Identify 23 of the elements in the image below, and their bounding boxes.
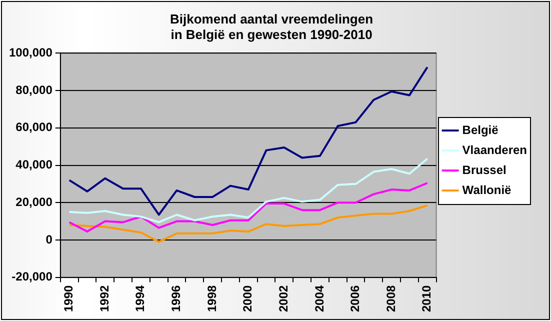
y-tick-label: 20,000 (16, 194, 53, 209)
x-tick-label: 2002 (276, 284, 290, 312)
chart-title: Bijkomend aantal vreemdelingen in België en gewesten 1990-2010 (170, 11, 374, 42)
legend-label: Vlaanderen (462, 142, 528, 157)
x-tick-label: 2006 (348, 284, 362, 312)
x-tick-label: 1996 (169, 284, 184, 312)
legend-label: Brussel (462, 162, 506, 177)
x-tick-label: 1992 (97, 284, 112, 312)
x-tick-label: 2008 (384, 284, 398, 312)
y-tick-label: -20,000 (12, 270, 53, 284)
x-tick-label: 1998 (204, 284, 219, 312)
y-tick-label: 80,000 (16, 82, 53, 97)
legend-label: België (462, 122, 499, 137)
x-tick-label: 1994 (133, 284, 148, 312)
y-tick-label: 60,000 (16, 120, 53, 134)
legend-label: Wallonië (462, 182, 512, 197)
y-tick-label: 100,000 (8, 46, 53, 60)
y-tick-label: 0 (46, 232, 53, 246)
x-tick-label: 2000 (240, 284, 255, 312)
x-tick-label: 1990 (62, 284, 76, 312)
x-tick-label: 2004 (312, 284, 326, 312)
y-tick-label: 40,000 (16, 158, 53, 172)
x-tick-label: 2010 (420, 284, 434, 312)
